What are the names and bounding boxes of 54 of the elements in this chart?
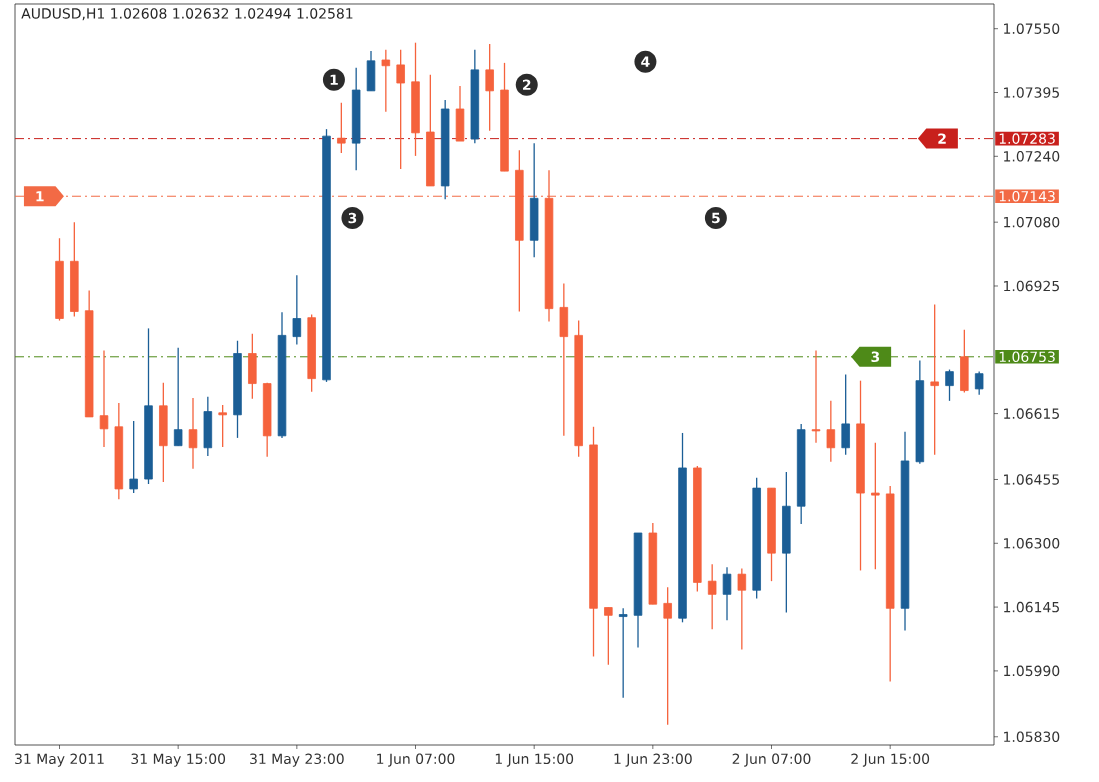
candlestick [707, 563, 717, 630]
candlestick [396, 49, 405, 170]
candlestick [292, 274, 302, 346]
candlestick [945, 368, 954, 402]
x-tick-label: 1 Jun 07:00 [377, 753, 455, 767]
candlestick [826, 400, 836, 463]
candlestick [188, 397, 198, 470]
y-tick-label: 1.07240 [1004, 151, 1060, 162]
y-tick-label: 1.06925 [1004, 280, 1059, 292]
candlestick [218, 404, 227, 448]
annotation: 3 [871, 351, 880, 363]
ref-line-label: 1.06753 [999, 351, 1055, 363]
x-tick-label: 1 Jun 15:00 [495, 753, 574, 767]
x-tick-label: 1 Jun 23:00 [614, 753, 692, 767]
annotation: 2 [523, 79, 531, 90]
y-tick-label: 1.05990 [1004, 665, 1060, 677]
x-tick-label: 31 May 2011 [15, 753, 104, 767]
candlestick [337, 102, 346, 154]
annotation: 5 [712, 212, 720, 224]
y-tick-label: 1.05830 [1004, 731, 1060, 743]
candlestick [737, 567, 747, 651]
chart-title: AUDUSD,H1 1.02608 1.02632 1.02494 1.02581 [21, 8, 353, 21]
y-tick-label: 1.07550 [1004, 23, 1060, 34]
x-tick-label: 31 May 15:00 [131, 753, 226, 767]
candlestick [129, 420, 138, 494]
candlestick [99, 349, 109, 448]
annotation: 1 [330, 74, 338, 85]
candlestick [974, 370, 984, 396]
ref-line-label: 1.07143 [999, 190, 1055, 202]
annotation: 2 [938, 133, 946, 144]
annotation: 3 [348, 212, 357, 224]
candlestick [930, 303, 939, 456]
y-tick-label: 1.06615 [1004, 408, 1059, 419]
x-tick-label: 2 Jun 15:00 [851, 753, 930, 767]
y-tick-label: 1.06300 [1004, 538, 1060, 549]
candlestick [381, 49, 391, 113]
candlestick [173, 347, 183, 447]
y-tick-label: 1.06455 [1004, 474, 1059, 485]
candlestick [871, 442, 880, 570]
candlestick [841, 373, 850, 456]
candlestick [811, 349, 821, 444]
candlestick [604, 606, 613, 666]
annotation: 4 [641, 56, 650, 67]
ref-line-label: 1.07283 [999, 133, 1055, 144]
x-tick-label: 31 May 23:00 [250, 753, 344, 767]
y-tick-label: 1.07080 [1004, 216, 1060, 228]
candlestick [485, 43, 494, 132]
candlestick [722, 566, 732, 621]
candlestick [618, 607, 628, 699]
x-tick-label: 2 Jun 07:00 [732, 753, 811, 767]
y-tick-label: 1.07395 [1004, 87, 1059, 98]
y-tick-label: 1.06145 [1004, 601, 1059, 613]
candlestick [663, 586, 672, 726]
annotation: 1 [36, 191, 44, 202]
